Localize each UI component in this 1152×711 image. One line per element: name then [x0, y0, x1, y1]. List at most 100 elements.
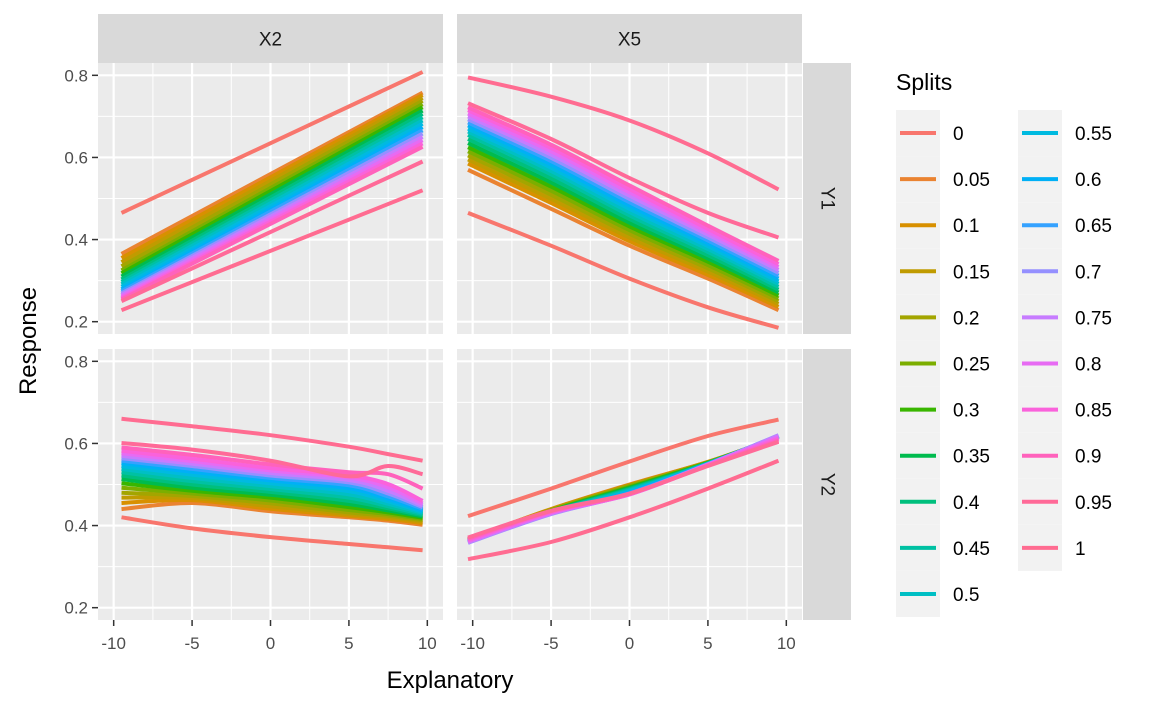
- panel-X2-Y1: [98, 63, 443, 334]
- legend-item: 0.5: [896, 571, 979, 617]
- column-strip-label: X2: [259, 30, 282, 51]
- row-strip-label: Y2: [817, 473, 838, 496]
- series-line-0-8: [121, 451, 424, 506]
- y-tick-label: 0.6: [64, 148, 88, 167]
- series-line-0-7: [467, 117, 780, 275]
- legend-item: 0.15: [896, 248, 990, 295]
- series-line-0: [467, 211, 780, 330]
- x-axis-title: Explanatory: [387, 667, 514, 694]
- legend-item: 0.9: [1018, 432, 1101, 479]
- x-tick-label: 0: [625, 634, 634, 653]
- legend-label: 0.3: [953, 401, 979, 422]
- strips-layer: X2 X5 Y1 Y2: [98, 14, 851, 620]
- series-line-0: [120, 70, 424, 215]
- series-line-0-3: [467, 145, 780, 298]
- x-tick-label: -10: [460, 634, 485, 653]
- series-line-0-45: [467, 133, 780, 289]
- legend-item: 0.7: [1018, 248, 1101, 295]
- series-line-0-95: [467, 439, 780, 540]
- series-line-0-95: [121, 441, 424, 479]
- series-line-0-95: [120, 159, 424, 304]
- legend-label: 0.9: [1075, 447, 1101, 468]
- legend-label: 0.2: [953, 308, 979, 329]
- series-line-0-05: [467, 167, 780, 313]
- legend-label: 0.6: [1075, 170, 1101, 191]
- series-line-0-9: [120, 145, 424, 302]
- series-line-0-2: [120, 99, 424, 269]
- x-tick-label: 10: [418, 634, 437, 653]
- row-strip-label: Y1: [817, 187, 838, 210]
- legend-label: 0: [953, 124, 964, 145]
- series-line-0-35: [467, 141, 780, 295]
- series-line-0-85: [467, 108, 780, 266]
- series-line-0-95: [467, 101, 780, 240]
- y-tick-label: 0.8: [64, 352, 88, 371]
- series-line-0-25: [467, 149, 780, 301]
- legend-item: 0: [896, 110, 964, 156]
- x-tick-label: 5: [703, 634, 712, 653]
- series-line-0-1: [120, 93, 424, 260]
- y-axis-title: Response: [15, 287, 42, 395]
- legend-item: 1: [1018, 524, 1086, 571]
- legend-item: 0.75: [1018, 294, 1112, 341]
- legend-item: 0.05: [896, 156, 990, 203]
- series-line-1: [121, 416, 423, 463]
- y-tick-label: 0.6: [64, 434, 88, 453]
- legend-label: 0.5: [953, 585, 979, 606]
- series-line-0-15: [467, 157, 780, 306]
- y-tick-label: 0.8: [64, 66, 88, 85]
- legend: Splits 0 0.05 0.1 0.15 0.2 0.25 0.3 0.35 0.4 0.45…: [896, 69, 1112, 617]
- series-line-0-45: [120, 115, 424, 284]
- series-line-0-65: [120, 128, 424, 294]
- legend-item: 0.3: [896, 386, 979, 433]
- series-line-0-35: [120, 108, 424, 279]
- column-strip-label: X5: [618, 30, 641, 51]
- series-line-0-5: [121, 466, 424, 515]
- legend-item: 0.1: [896, 202, 979, 249]
- row-strip: [803, 349, 851, 620]
- x-tick-label: 10: [777, 634, 796, 653]
- legend-label: 0.45: [953, 539, 990, 560]
- x-tick-label: 5: [344, 634, 353, 653]
- legend-label: 0.8: [1075, 355, 1101, 376]
- legend-label: 0.55: [1075, 124, 1112, 145]
- series-line-0-55: [121, 464, 424, 514]
- series-line-0-25: [120, 102, 424, 273]
- series-line-0-55: [120, 122, 424, 289]
- y-tick-label: 0.2: [64, 599, 88, 618]
- legend-item: 0.25: [896, 340, 990, 387]
- legend-label: 0.15: [953, 262, 990, 283]
- x-tick-label: 0: [266, 634, 275, 653]
- series-line-0-7: [121, 456, 424, 509]
- series-line-0-4: [467, 137, 780, 292]
- series-line-1: [120, 188, 424, 313]
- series-line-0-55: [467, 126, 780, 284]
- series-group: [467, 75, 780, 330]
- axes-layer: 0.2 0.4 0.6 0.8 0.2 0.4 0.6 0.8 -10 -5 0 5 10 -10 -5 0 5…: [64, 66, 795, 653]
- legend-item: 0.8: [1018, 340, 1101, 387]
- y-tick-label: 0.4: [64, 517, 88, 536]
- legend-item: 0.55: [1018, 110, 1112, 156]
- legend-label: 0.95: [1075, 493, 1112, 514]
- legend-label: 0.4: [953, 493, 980, 514]
- legend-label: 0.05: [953, 170, 990, 191]
- series-line-0: [121, 515, 423, 553]
- legend-title: Splits: [896, 69, 952, 95]
- series-line-0-5: [120, 118, 424, 287]
- series-line-0-4: [120, 112, 424, 282]
- series-line-0-85: [121, 448, 424, 503]
- legend-item: 0.45: [896, 524, 990, 571]
- series-line-0-2: [467, 153, 780, 304]
- series-line-0-5: [467, 129, 780, 286]
- panels-layer: [98, 63, 802, 620]
- series-line-0-6: [467, 123, 780, 281]
- legend-item: 0.65: [1018, 202, 1112, 249]
- legend-item: 0.85: [1018, 386, 1112, 433]
- series-line-0-75: [467, 114, 780, 272]
- legend-label: 0.7: [1075, 262, 1101, 283]
- legend-label: 0.85: [1075, 401, 1112, 422]
- series-group: [121, 416, 424, 553]
- series-line-0-3: [120, 105, 424, 275]
- legend-label: 0.25: [953, 355, 990, 376]
